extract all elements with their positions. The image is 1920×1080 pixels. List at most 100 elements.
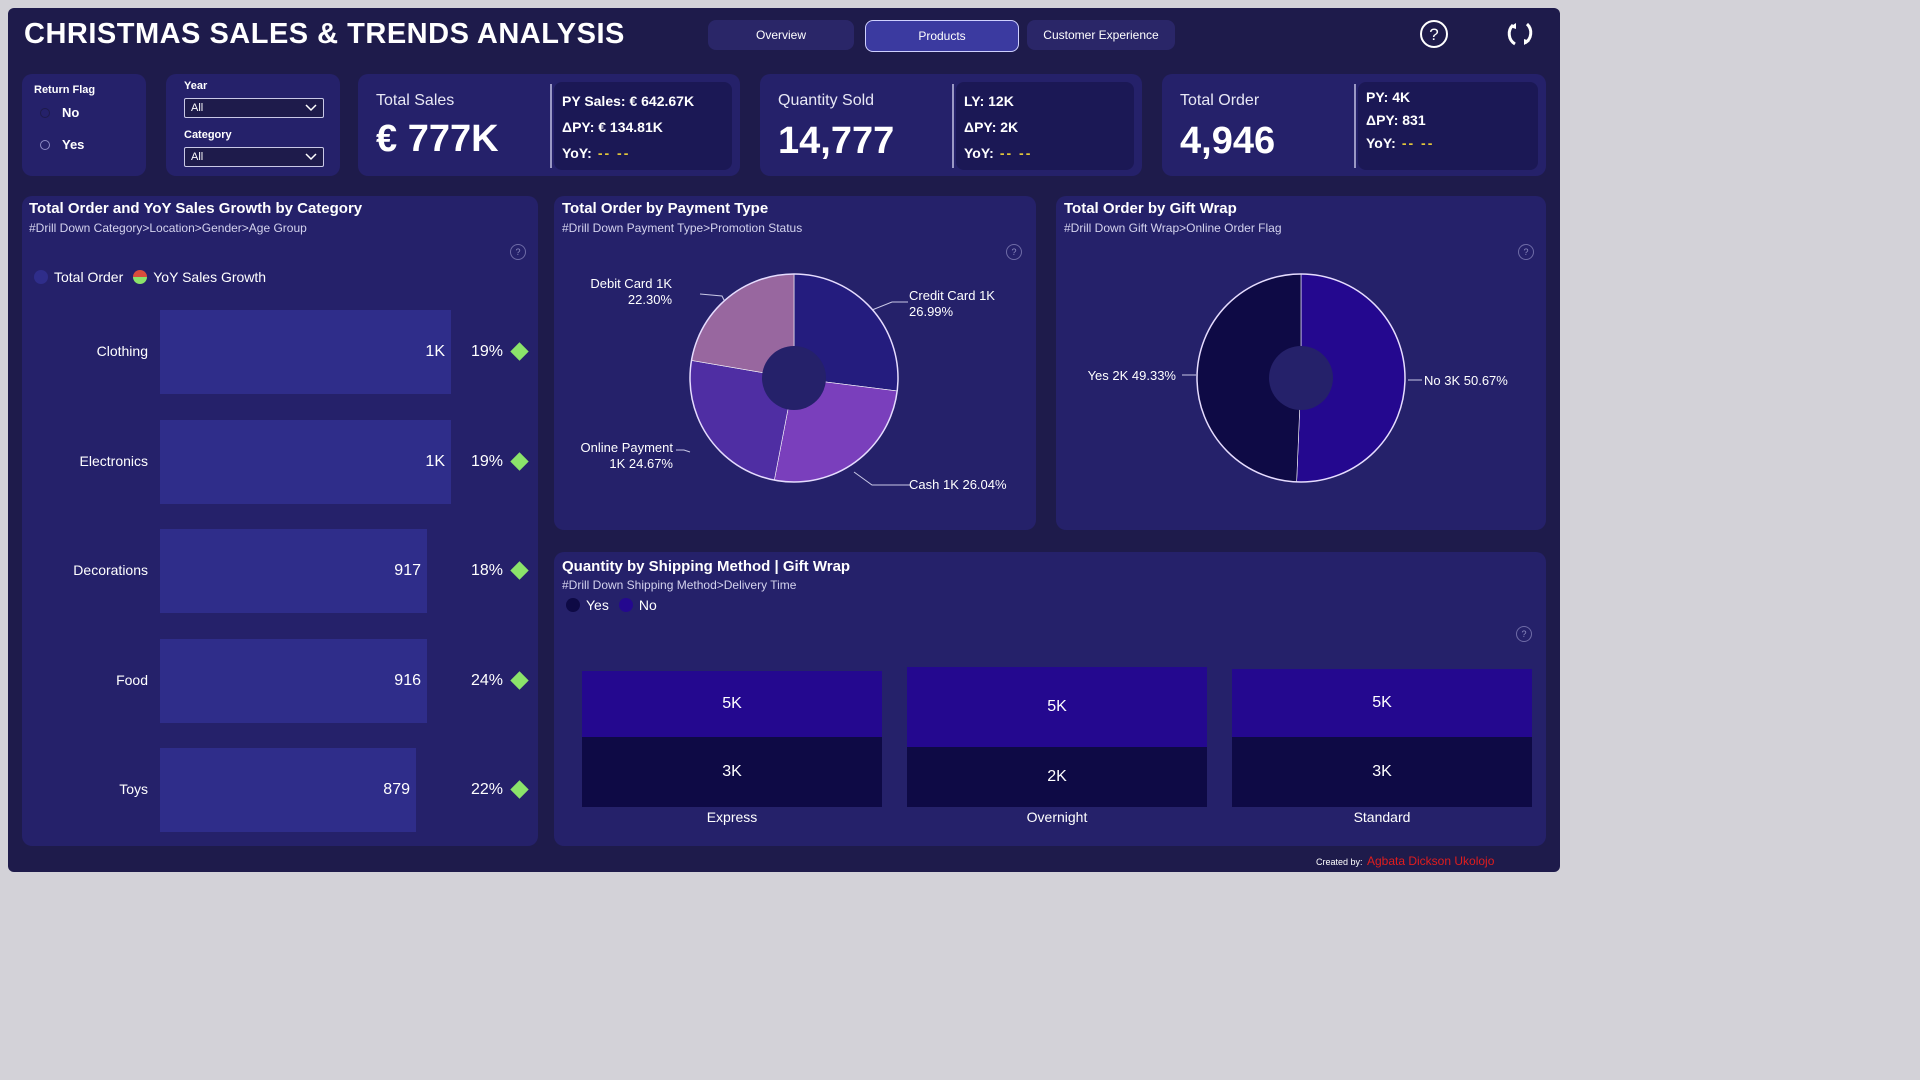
yoy-growth-marker[interactable] — [510, 451, 529, 471]
help-icon[interactable]: ? — [1006, 244, 1022, 260]
kpi-title: Total Order — [1180, 92, 1260, 109]
shipping-method-label: Express — [706, 809, 758, 825]
created-by-label: Created by: — [1316, 857, 1363, 867]
legend-label: Total Order — [54, 269, 124, 285]
total-order-bar[interactable]: 917 — [160, 529, 427, 613]
slice-label-online-payment: Online Payment 1K 24.67% — [580, 440, 674, 471]
total-order-bar[interactable]: 1K — [160, 419, 451, 504]
category-chart-panel: Total Order and YoY Sales Growth by Cate… — [22, 196, 538, 846]
category-row[interactable]: Electronics 1K 19% — [22, 419, 538, 504]
kpi-line: PY: 4K — [1366, 89, 1411, 105]
return-flag-option-no[interactable]: No — [40, 105, 79, 120]
legend-swatch — [618, 598, 633, 612]
category-label: Food — [116, 671, 148, 688]
radio-icon — [40, 139, 50, 150]
kpi-card-quantity-sold: Quantity Sold 14,777 LY: 12K ΔPY: 2K YoY… — [760, 74, 1142, 176]
kpi-value: 14,777 — [778, 120, 895, 162]
category-label: Toys — [119, 781, 148, 797]
kpi-line: LY: 12K — [964, 93, 1014, 109]
yoy-growth-marker[interactable] — [510, 780, 529, 799]
chart-title: Total Order by Payment Type — [562, 200, 769, 217]
return-flag-label: Return Flag — [34, 84, 96, 96]
yoy-growth-label: 22% — [471, 781, 504, 798]
legend-label: Yes — [586, 597, 609, 613]
kpi-line: ΔPY: 831 — [1366, 112, 1426, 128]
slice-label-credit-card: Credit Card 1K 26.99% — [909, 288, 995, 319]
help-icon[interactable]: ? — [1418, 18, 1450, 50]
kpi-line-yoy: YoY: -- -- — [1366, 135, 1435, 151]
tab-customer-experience[interactable]: Customer Experience — [1027, 20, 1175, 50]
slice-label-no: No 3K 50.67% — [1424, 373, 1508, 388]
chart-subtitle: #Drill Down Gift Wrap>Online Order Flag — [1064, 221, 1282, 235]
donut-outline — [689, 273, 899, 483]
legend-label: No — [638, 597, 657, 613]
donut-hole — [1269, 346, 1333, 410]
donut-hole — [762, 346, 826, 410]
total-order-bar[interactable]: 879 — [160, 748, 416, 832]
legend-swatch — [133, 270, 148, 284]
divider — [1354, 84, 1356, 168]
shipping-stacked-bars: 3K 5K Express 2K 5K Overnight 3K 5K Standard — [554, 552, 1546, 846]
help-icon[interactable]: ? — [1516, 626, 1532, 642]
bar-data-label: 1K — [425, 452, 445, 470]
total-order-bar[interactable]: 1K — [160, 310, 451, 394]
yoy-growth-marker[interactable] — [510, 670, 529, 690]
shipping-bar-yes[interactable]: 3K — [1232, 737, 1532, 807]
kpi-line-yoy: YoY: -- -- — [562, 145, 631, 161]
category-row[interactable]: Decorations 917 18% — [22, 529, 538, 613]
author-name: Agbata Dickson Ukolojo — [1366, 854, 1495, 868]
year-dropdown[interactable]: All — [184, 98, 324, 118]
category-row[interactable]: Toys 879 22% — [22, 748, 538, 832]
yoy-growth-marker[interactable] — [510, 342, 529, 361]
yoy-growth-label: 19% — [471, 452, 504, 470]
shipping-bar-yes[interactable]: 3K — [582, 737, 882, 807]
tab-products[interactable]: Products — [865, 20, 1019, 52]
year-label: Year — [184, 80, 208, 92]
radio-icon — [40, 107, 50, 118]
yoy-growth-label: 24% — [471, 671, 504, 689]
year-category-slicer: Year All Category All — [166, 74, 340, 176]
help-icon[interactable]: ? — [1518, 244, 1534, 260]
slice-label-yes: Yes 2K 49.33% — [1087, 368, 1176, 383]
kpi-line: PY Sales: € 642.67K — [562, 93, 695, 109]
kpi-value: € 777K — [376, 118, 499, 160]
divider — [952, 84, 954, 168]
shipping-method-label: Standard — [1353, 809, 1411, 825]
return-flag-slicer: Return Flag No Yes — [22, 74, 146, 176]
yoy-growth-marker[interactable] — [510, 561, 529, 580]
category-row[interactable]: Clothing 1K 19% — [22, 310, 538, 394]
chart-subtitle: #Drill Down Category>Location>Gender>Age… — [29, 221, 307, 235]
shipping-bar-yes[interactable]: 2K — [907, 747, 1207, 807]
refresh-icon[interactable] — [1504, 18, 1536, 50]
yoy-growth-label: 18% — [471, 562, 504, 579]
divider — [550, 84, 552, 168]
category-label: Electronics — [79, 452, 148, 469]
kpi-line: ΔPY: € 134.81K — [562, 119, 663, 135]
category-dropdown[interactable]: All — [184, 147, 324, 167]
return-flag-option-yes[interactable]: Yes — [40, 137, 84, 152]
kpi-detail: PY: 4K ΔPY: 831 YoY: -- -- — [1358, 82, 1538, 170]
kpi-card-total-order: Total Order 4,946 PY: 4K ΔPY: 831 YoY: --… — [1162, 74, 1546, 176]
giftwrap-donut-chart — [1182, 273, 1422, 483]
bar-data-label: 879 — [383, 781, 410, 798]
legend-swatch — [34, 270, 48, 284]
shipping-bar-no[interactable]: 5K — [907, 667, 1207, 747]
dashboard-frame: CHRISTMAS SALES & TRENDS ANALYSIS Overvi… — [8, 8, 1560, 872]
shipping-bar-no[interactable]: 5K — [582, 671, 882, 737]
chart-legend: Yes No — [566, 597, 657, 613]
shipping-bar-no[interactable]: 5K — [1232, 669, 1532, 737]
tab-overview[interactable]: Overview — [708, 20, 854, 50]
payment-donut-chart — [676, 273, 910, 486]
svg-text:?: ? — [1429, 25, 1438, 44]
bar-data-label: 916 — [394, 671, 421, 689]
total-order-bar[interactable]: 916 — [160, 638, 427, 723]
chart-subtitle: #Drill Down Payment Type>Promotion Statu… — [562, 221, 803, 235]
year-value: All — [191, 102, 204, 114]
category-value: All — [191, 151, 204, 163]
help-icon[interactable]: ? — [510, 244, 526, 260]
legend-swatch — [566, 598, 580, 612]
slice-label-debit-card: Debit Card 1K 22.30% — [590, 276, 672, 307]
shipping-chart-panel: Quantity by Shipping Method | Gift Wrap … — [554, 552, 1546, 846]
category-row[interactable]: Food 916 24% — [22, 638, 538, 723]
kpi-detail: LY: 12K ΔPY: 2K YoY: -- -- — [956, 82, 1134, 170]
